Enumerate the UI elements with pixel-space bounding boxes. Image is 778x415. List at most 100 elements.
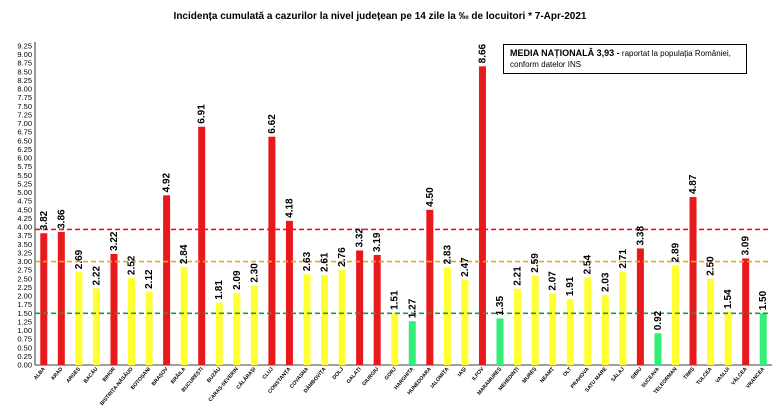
data-label: 2.59 — [530, 253, 541, 273]
bar — [215, 302, 223, 365]
bar — [408, 321, 416, 365]
y-tick-label: 9.25 — [17, 42, 32, 51]
y-tick-label: 8.25 — [17, 76, 32, 85]
data-label: 1.27 — [407, 298, 418, 318]
data-label: 1.91 — [565, 276, 576, 296]
bar — [338, 269, 346, 365]
y-tick-label: 1.00 — [17, 326, 32, 335]
bar — [636, 248, 644, 365]
x-tick-label: TULCEA — [695, 366, 713, 386]
reference-lines — [35, 228, 768, 315]
y-axis: 0.000.250.500.751.001.251.501.752.002.25… — [17, 42, 772, 370]
data-label: 1.35 — [495, 296, 506, 316]
data-label: 2.63 — [302, 251, 313, 271]
data-label: 4.18 — [284, 198, 295, 218]
y-tick-label: 1.75 — [17, 300, 32, 309]
x-axis: ALBA ARAD ARGEȘ BACĂU BIHORBISTRIȚA-NĂSĂUDBO… — [33, 365, 766, 407]
y-tick-label: 6.75 — [17, 128, 32, 137]
x-tick-label: BIHOR — [102, 366, 118, 383]
bar — [180, 267, 188, 365]
x-tick-label: VASLUI — [715, 366, 732, 385]
x-tick-label: VÂLCEA — [730, 366, 749, 387]
data-label: 2.61 — [320, 252, 331, 272]
y-tick-label: 6.50 — [17, 136, 32, 145]
bar — [198, 126, 206, 365]
x-tick-label: BUZĂU — [205, 366, 222, 385]
data-label: 2.09 — [232, 270, 243, 290]
x-tick-label: BACĂU — [82, 366, 100, 385]
bars — [40, 66, 767, 365]
bar — [478, 66, 486, 365]
x-tick-label: SIBIU — [630, 366, 644, 381]
y-tick-label: 5.00 — [17, 188, 32, 197]
data-label: 1.54 — [723, 289, 734, 309]
bar — [57, 231, 65, 365]
bar — [671, 265, 679, 365]
bar — [426, 209, 434, 365]
bar — [496, 318, 504, 365]
x-tick-label: ILFOV — [471, 366, 486, 382]
data-label: 4.87 — [688, 174, 699, 194]
data-label: 2.52 — [127, 255, 138, 275]
bar — [689, 197, 697, 365]
y-tick-label: 0.25 — [17, 352, 32, 361]
data-label: 2.21 — [513, 266, 524, 286]
x-tick-label: GORJ — [384, 366, 398, 381]
y-tick-label: 7.25 — [17, 110, 32, 119]
data-label: 0.92 — [653, 310, 664, 330]
bar — [531, 275, 539, 365]
data-label: 3.38 — [635, 226, 646, 246]
data-label: 2.50 — [706, 256, 717, 276]
national-average-annotation: MEDIA NAȚIONALĂ 3,93 - raportat la popul… — [503, 44, 747, 74]
x-tick-label: DOLJ — [332, 366, 346, 381]
x-tick-label: BRĂILA — [169, 366, 187, 386]
bar — [321, 274, 329, 365]
data-label: 3.82 — [39, 210, 50, 230]
bar — [759, 313, 767, 365]
data-label: 3.19 — [372, 232, 383, 252]
bar — [40, 233, 48, 365]
x-tick-label: BISTRIȚA-NĂSĂUD — [98, 366, 134, 407]
bar — [145, 291, 153, 365]
y-tick-label: 4.25 — [17, 214, 32, 223]
annotation-rest-1: raportat la populația României, — [619, 49, 731, 58]
bar — [110, 253, 118, 365]
x-tick-label: SĂLAJ — [610, 366, 626, 384]
bar — [128, 278, 136, 365]
bar — [461, 279, 469, 365]
y-tick-label: 5.75 — [17, 162, 32, 171]
bar — [356, 250, 364, 365]
y-tick-label: 2.50 — [17, 274, 32, 283]
y-tick-label: 2.00 — [17, 292, 32, 301]
data-label: 1.50 — [758, 290, 769, 310]
bar — [619, 271, 627, 365]
data-label: 3.09 — [741, 236, 752, 256]
annotation-strong: MEDIA NAȚIONALĂ 3,93 - — [510, 48, 620, 58]
bar — [707, 278, 715, 365]
x-tick-label: TIMIȘ — [683, 366, 697, 381]
bar — [601, 294, 609, 365]
y-tick-label: 4.75 — [17, 197, 32, 206]
x-tick-label: ALBA — [33, 366, 47, 381]
y-tick-label: 4.00 — [17, 223, 32, 232]
x-tick-label: BRAȘOV — [151, 366, 170, 387]
data-label: 2.47 — [460, 257, 471, 277]
y-tick-label: 3.75 — [17, 231, 32, 240]
y-tick-label: 0.50 — [17, 343, 32, 352]
x-tick-label: GALAȚI — [346, 366, 363, 385]
x-tick-label: ARAD — [50, 366, 64, 382]
y-tick-label: 8.00 — [17, 85, 32, 94]
data-label: 2.69 — [74, 249, 85, 269]
y-tick-label: 2.25 — [17, 283, 32, 292]
bar — [163, 195, 171, 365]
y-tick-label: 3.00 — [17, 257, 32, 266]
x-tick-label: IALOMIȚA — [430, 366, 451, 389]
bar — [233, 292, 241, 365]
y-tick-label: 6.00 — [17, 154, 32, 163]
y-tick-label: 4.50 — [17, 205, 32, 214]
data-label: 2.12 — [144, 269, 155, 289]
data-label: 6.62 — [267, 114, 278, 134]
y-tick-label: 0.00 — [17, 361, 32, 370]
data-label: 2.07 — [548, 271, 559, 291]
bar — [584, 277, 592, 365]
